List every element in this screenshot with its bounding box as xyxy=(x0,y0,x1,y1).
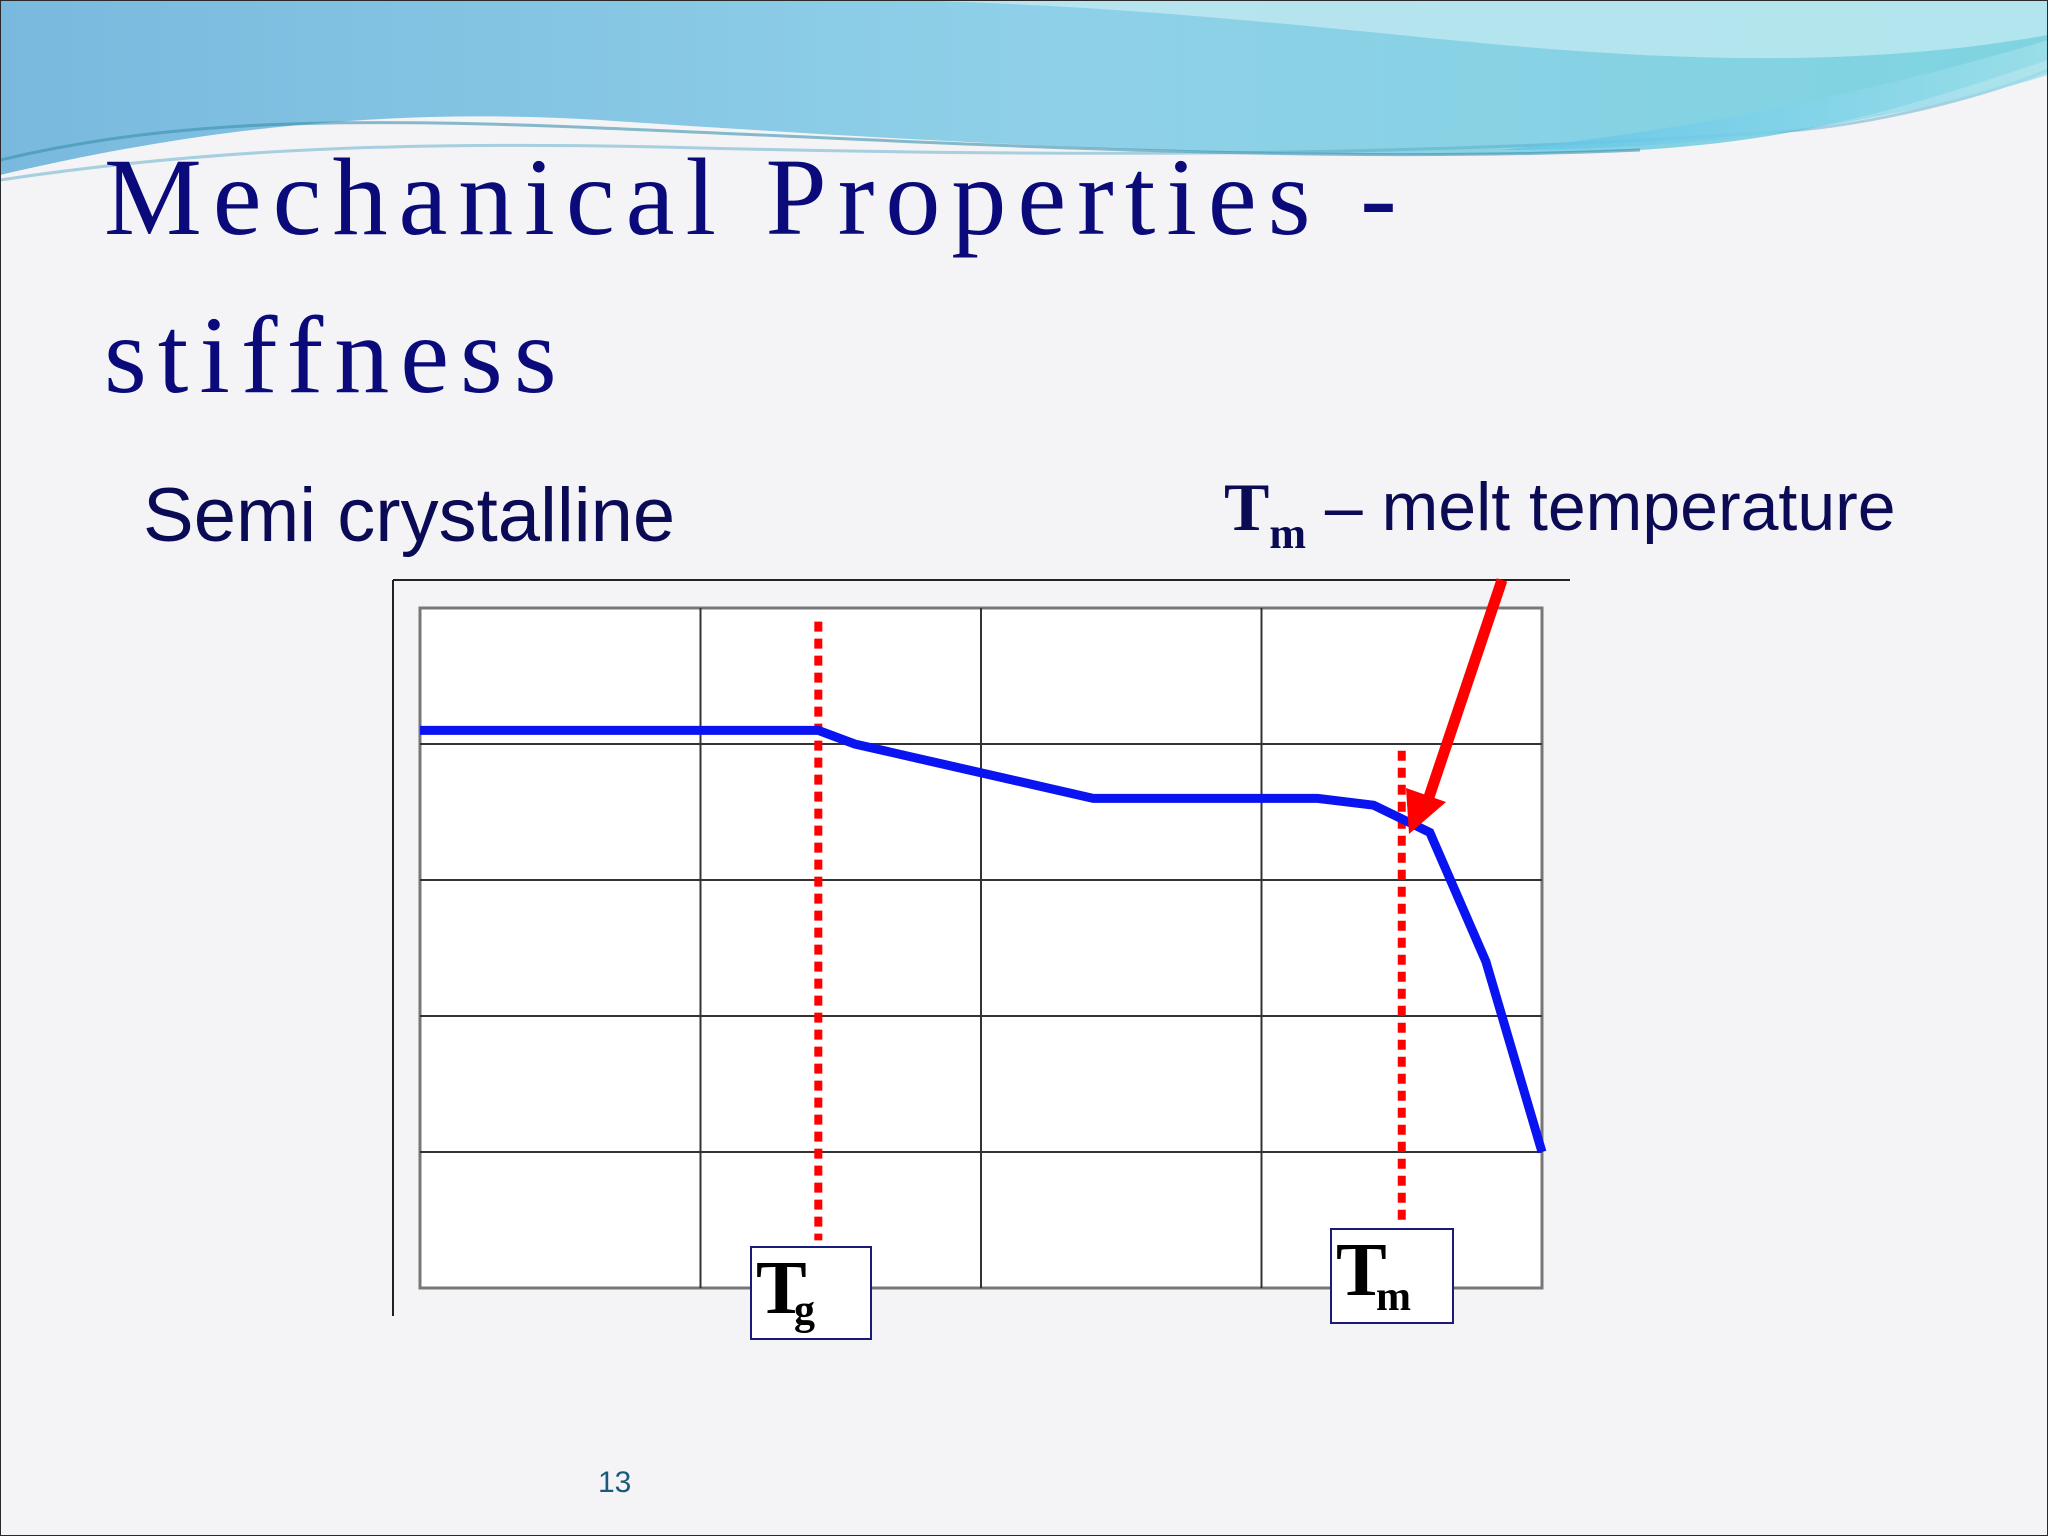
tm-melt-temperature-annotation: Tm – melt temperature xyxy=(1224,468,1896,559)
page-number: 13 xyxy=(598,1466,632,1499)
tm-arrow-head xyxy=(1406,788,1446,834)
tm-arrow-shaft xyxy=(1422,578,1508,802)
tm-arrow xyxy=(1406,578,1508,834)
slide-title-line-2: stiffness xyxy=(104,294,568,416)
tm-annotation-symbol: T xyxy=(1224,469,1270,545)
stiffness-curve-line-1 xyxy=(420,725,1547,1154)
tm-marker-label: T m xyxy=(1330,1228,1454,1324)
tm-annotation-subscript: m xyxy=(1269,509,1307,558)
tg-marker-label: T g xyxy=(750,1246,872,1340)
header-wave-decoration xyxy=(0,0,2048,182)
tm-annotation-text: – melt temperature xyxy=(1306,469,1896,545)
chart-curve xyxy=(420,725,1547,1154)
tg-marker-symbol: T xyxy=(756,1246,807,1330)
chart-grid xyxy=(418,606,1544,1290)
tm-marker-symbol: T xyxy=(1336,1228,1387,1312)
chart-marker-lines xyxy=(814,621,1406,1241)
chart-outer-frame xyxy=(392,579,1570,1316)
slide-title-line-1: Mechanical Properties - xyxy=(104,136,1408,258)
subtitle-semi-crystalline: Semi crystalline xyxy=(143,473,676,558)
tg-marker-subscript: g xyxy=(794,1288,815,1334)
tm-marker-subscript: m xyxy=(1376,1274,1411,1320)
